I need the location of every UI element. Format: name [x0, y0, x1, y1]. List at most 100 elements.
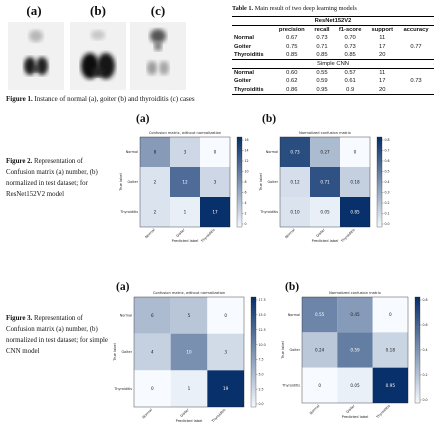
- colorbar-segment: [415, 357, 420, 361]
- colorbar-segment: [377, 200, 382, 203]
- colorbar-tick-label: 0.6: [423, 323, 428, 327]
- colorbar-segment: [251, 404, 256, 408]
- cell-value: 0.10: [290, 210, 300, 215]
- table-cell: 0.85: [344, 51, 356, 58]
- confusion-matrix-cnn-count: Confusion matrix, without normalization 6…: [113, 291, 266, 424]
- cell-value: 2: [154, 210, 157, 215]
- colorbar-segment: [415, 376, 420, 380]
- table-cell: 20: [366, 85, 399, 95]
- colorbar-segment: [237, 188, 242, 192]
- x-tick-label: Thyroiditis: [375, 404, 391, 420]
- model-name: ResNet152V2: [232, 15, 434, 27]
- colorbar-segment: [237, 166, 242, 169]
- matrix-cell: [200, 197, 230, 227]
- colorbar-segment: [415, 371, 420, 375]
- colorbar-segment: [237, 157, 242, 160]
- matrix-cell: [337, 367, 373, 403]
- colorbar-segment: [237, 182, 242, 185]
- cell-value: 0.45: [350, 312, 360, 317]
- y-tick-label: Goiter: [268, 180, 279, 184]
- colorbar-segment: [237, 170, 242, 174]
- table-cell: 0.55: [316, 70, 328, 77]
- colorbar-segment: [415, 344, 420, 348]
- colorbar-segment: [237, 164, 242, 167]
- colorbar-segment: [377, 195, 382, 199]
- x-axis-label: Predicted label: [312, 239, 339, 243]
- table-row: Thyroiditis 0.86 0.95 0.9 20: [232, 85, 434, 95]
- figure-3-caption-text: Representation of Confusion matrix (a) n…: [6, 315, 108, 355]
- column-header: support: [371, 27, 394, 34]
- y-tick-label: Normal: [266, 150, 278, 154]
- table-cell: 11: [379, 70, 386, 77]
- colorbar-tick-label: 7.5: [259, 358, 264, 362]
- colorbar-segment: [251, 363, 256, 367]
- x-tick-label: Thyroiditis: [200, 228, 216, 244]
- table-row: Normal 0.60 0.55 0.57 11: [232, 69, 434, 78]
- colorbar-tick-label: 10: [245, 170, 249, 174]
- colorbar-tick-label: 2.5: [259, 387, 264, 391]
- cell-value: 0.59: [350, 348, 360, 353]
- matrix-cell: [337, 297, 373, 333]
- matrix-cell: [140, 197, 170, 227]
- colorbar-segment: [237, 161, 242, 165]
- matrix-cell: [134, 297, 171, 334]
- colorbar-segment: [415, 297, 420, 300]
- colorbar-segment: [237, 173, 242, 176]
- table-cell: 0.85: [316, 51, 328, 58]
- cell-value: 0: [389, 312, 392, 317]
- colorbar-segment: [415, 379, 420, 383]
- colorbar-segment: [251, 401, 256, 405]
- colorbar-segment: [237, 155, 242, 158]
- colorbar-tick-label: 0: [245, 222, 247, 226]
- colorbar-segment: [251, 319, 256, 323]
- colorbar-segment: [377, 177, 382, 181]
- fig2-panel-label-a: (a): [136, 113, 150, 125]
- colorbar-segment: [377, 173, 382, 176]
- matrix-cell: [134, 370, 171, 407]
- colorbar-segment: [377, 202, 382, 205]
- colorbar-segment: [237, 152, 242, 156]
- x-tick-label: Normal: [284, 228, 296, 240]
- table-cell: 0.57: [344, 70, 356, 77]
- colorbar-segment: [237, 200, 242, 203]
- colorbar-segment: [377, 166, 382, 169]
- confusion-matrix-resnet-normalized: Normalized confusion matrix 0.73 0.27 0 0.12…: [259, 131, 390, 244]
- y-tick-label: Goiter: [290, 348, 301, 352]
- colorbar-segment: [377, 193, 382, 196]
- results-table: ResNet152V2 precision recall f1-score su…: [232, 15, 434, 95]
- colorbar-segment: [237, 202, 242, 205]
- y-tick-label: Goiter: [128, 180, 139, 184]
- colorbar-segment: [377, 159, 382, 163]
- cell-value: 0.18: [386, 348, 396, 353]
- colorbar-segment: [237, 186, 242, 190]
- colorbar-segment: [237, 206, 242, 210]
- matrix-cell: [134, 333, 171, 371]
- colorbar-segment: [377, 224, 382, 228]
- colorbar-segment: [377, 204, 382, 208]
- column-header: accuracy: [403, 27, 429, 34]
- matrix-cell: [170, 197, 200, 227]
- colorbar-tick-label: 5.0: [259, 372, 264, 376]
- x-tick-label: Goiter: [179, 407, 190, 418]
- colorbar-segment: [377, 168, 382, 172]
- colorbar-tick-label: 4: [245, 201, 247, 205]
- column-header: [232, 26, 273, 35]
- cell-value: 1: [184, 210, 187, 215]
- colorbar-segment: [237, 224, 242, 228]
- colorbar-tick-label: 0.5: [385, 170, 390, 174]
- y-tick-label: Normal: [288, 313, 300, 317]
- colorbar-segment: [237, 175, 242, 178]
- table-row: Thyroiditis 0.85 0.85 0.85 20: [232, 51, 434, 60]
- row-label: Thyroiditis: [232, 85, 274, 95]
- cell-value: 5: [188, 313, 191, 318]
- confusion-matrix-cnn-normalized: Normalized confusion matrix 0.55 0.45 0 0.24…: [281, 291, 428, 420]
- colorbar-segment: [377, 141, 382, 145]
- colorbar-segment: [377, 211, 382, 214]
- colorbar-segment: [251, 324, 256, 328]
- row-label: Thyroiditis: [234, 51, 264, 58]
- colorbar-tick-label: 12.5: [259, 328, 266, 332]
- colorbar-segment: [251, 379, 256, 383]
- colorbar-segment: [415, 299, 420, 303]
- figure-1-caption: Figure 1. Instance of normal (a), goiter…: [6, 95, 196, 104]
- colorbar-segment: [415, 318, 420, 322]
